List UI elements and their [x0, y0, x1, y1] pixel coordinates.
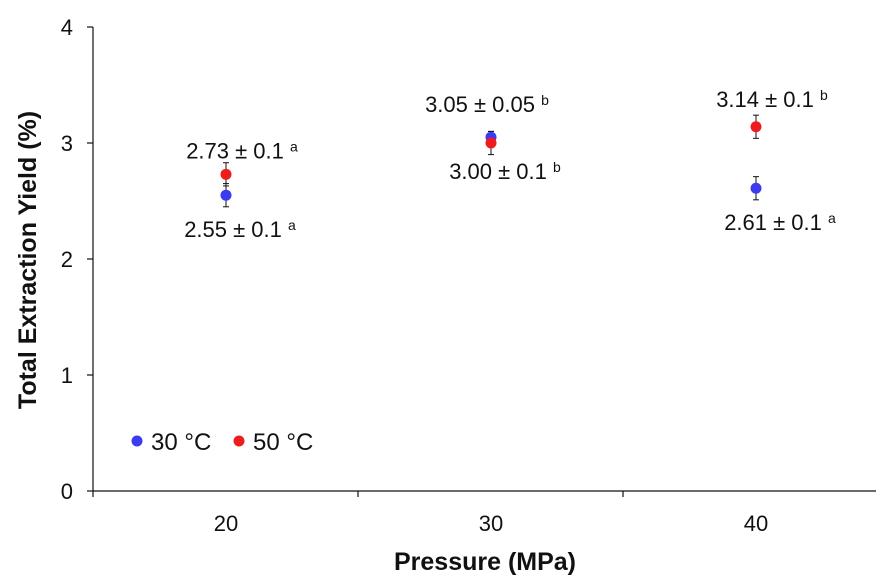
- data-point: [220, 168, 232, 180]
- axes: [87, 26, 876, 497]
- y-tick-label: 4: [61, 15, 73, 40]
- data-point: [485, 137, 497, 149]
- data-label: 3.00 ± 0.1 b: [449, 159, 561, 184]
- data-label: 3.14 ± 0.1 b: [716, 87, 828, 112]
- data-label-superscript: b: [820, 87, 828, 103]
- y-tick-label: 3: [61, 131, 73, 156]
- legend-marker: [233, 435, 245, 447]
- data-label-value: 3.00 ± 0.1: [449, 159, 553, 184]
- legend: 30 °C 50 °C: [131, 429, 313, 456]
- data-label-superscript: b: [541, 92, 549, 108]
- data-label-value: 2.73 ± 0.1: [186, 138, 290, 163]
- y-tick-label: 0: [61, 479, 73, 504]
- legend-item: 50 °C: [233, 429, 313, 456]
- data-label-superscript: a: [290, 138, 298, 154]
- data-label-value: 2.61 ± 0.1: [724, 210, 828, 235]
- x-tick-label: 20: [214, 511, 238, 536]
- x-axis-title: Pressure (MPa): [394, 548, 576, 576]
- data-label: 2.61 ± 0.1 a: [724, 210, 836, 235]
- data-label-value: 2.55 ± 0.1: [184, 217, 288, 242]
- x-tick-label: 30: [479, 511, 503, 536]
- data-label: 3.05 ± 0.05 b: [425, 92, 549, 117]
- y-axis-title: Total Extraction Yield (%): [14, 111, 42, 409]
- data-point: [220, 189, 232, 201]
- x-tick-label: 40: [744, 511, 768, 536]
- legend-label: 50 °C: [253, 429, 313, 456]
- data-points: [220, 121, 762, 201]
- data-label: 2.55 ± 0.1 a: [184, 217, 296, 242]
- data-label-value: 3.14 ± 0.1: [716, 87, 820, 112]
- y-tick-label: 2: [61, 247, 73, 272]
- data-point: [750, 182, 762, 194]
- data-point: [750, 121, 762, 133]
- data-label: 2.73 ± 0.1 a: [186, 138, 298, 163]
- data-label-value: 3.05 ± 0.05: [425, 92, 541, 117]
- legend-marker: [131, 435, 143, 447]
- legend-item: 30 °C: [131, 429, 211, 456]
- y-tick-label: 1: [61, 363, 73, 388]
- tick-labels: 0 1 2 3 4 20 30 40: [61, 15, 768, 536]
- data-label-superscript: b: [553, 159, 561, 175]
- data-label-superscript: a: [828, 210, 836, 226]
- legend-label: 30 °C: [151, 429, 211, 456]
- data-label-superscript: a: [288, 217, 296, 233]
- data-labels: 2.55 ± 0.1 a3.05 ± 0.05 b2.61 ± 0.1 a2.7…: [184, 87, 836, 242]
